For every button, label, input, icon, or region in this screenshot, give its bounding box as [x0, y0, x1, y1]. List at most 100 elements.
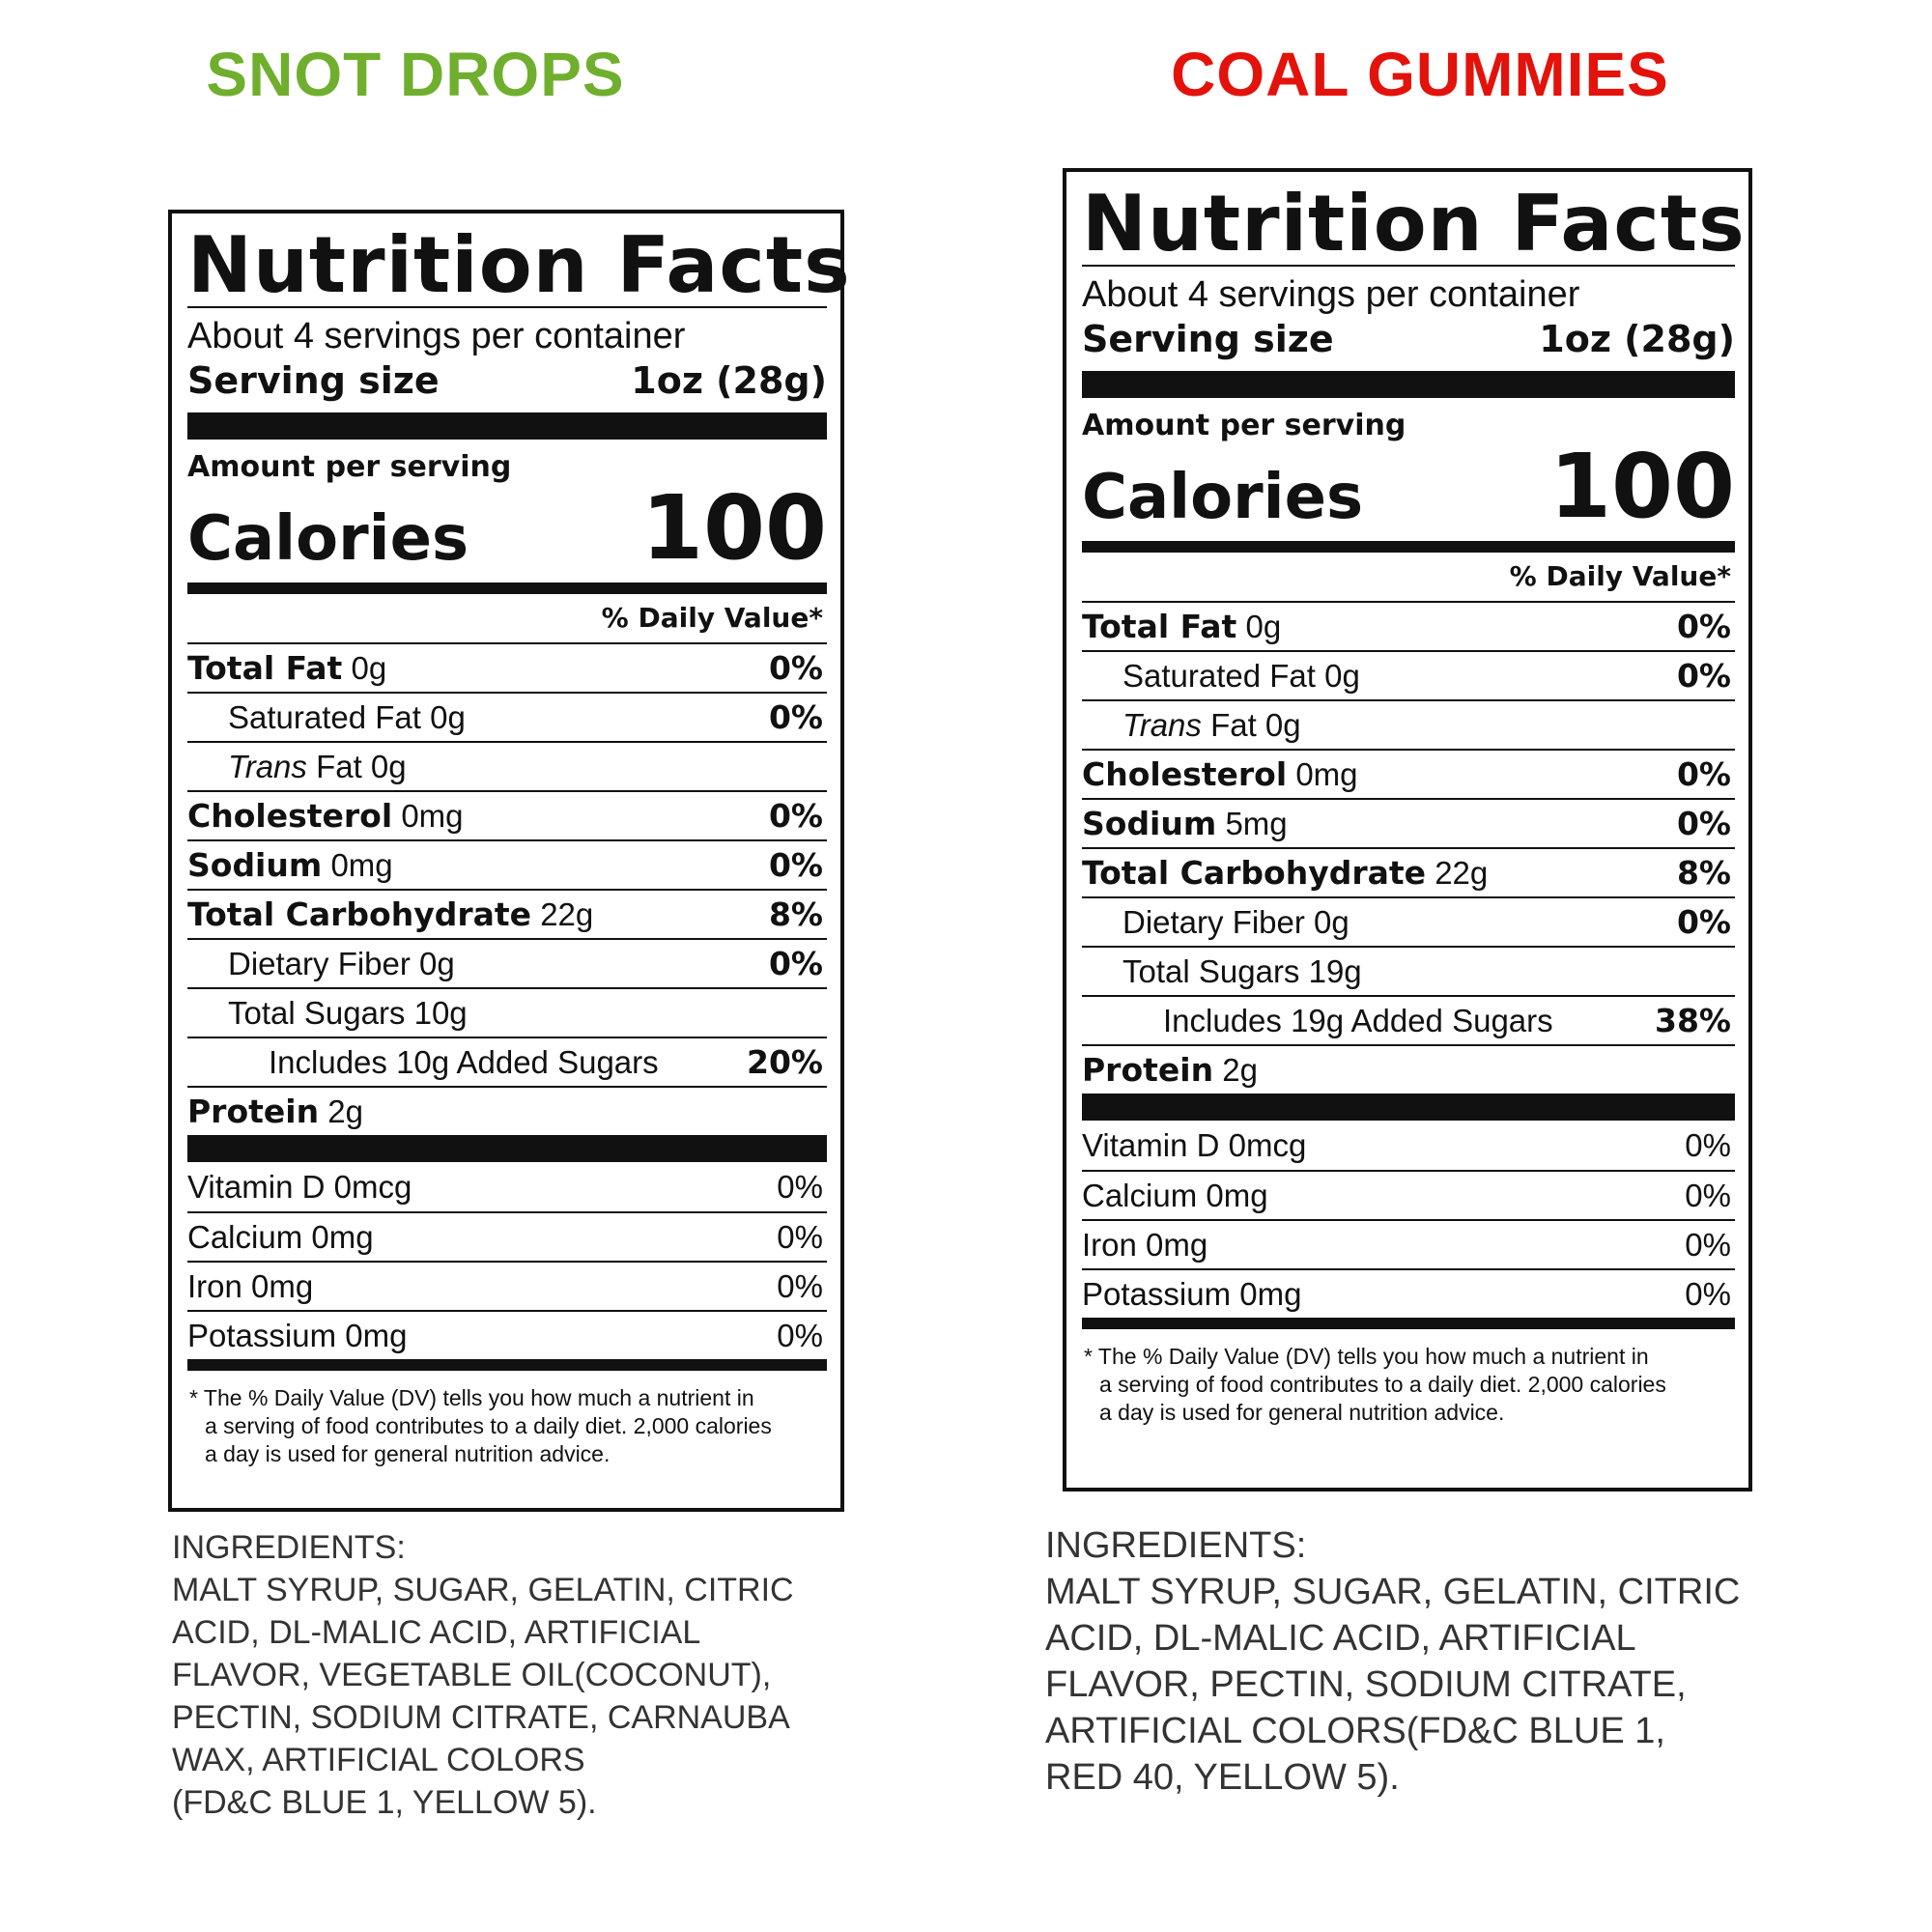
product-title-snot-drops: SNOT DROPS: [206, 40, 625, 109]
footnote-line: a day is used for general nutrition advi…: [1099, 1400, 1505, 1425]
calories-value: 100: [1548, 435, 1735, 538]
nutrient-row-saturated-fat: Saturated Fat 0g 0%: [187, 692, 827, 741]
servings-per-container: About 4 servings per container: [1082, 274, 1580, 315]
vitamin-label: Iron 0mg: [187, 1267, 314, 1304]
ingredients-line: ARTIFICIAL COLORS(FD&C BLUE 1,: [1045, 1711, 1665, 1751]
ingredients-line: MALT SYRUP, SUGAR, GELATIN, CITRIC: [172, 1572, 794, 1608]
vitamin-label: Vitamin D 0mcg: [187, 1168, 412, 1205]
nutrient-dv: 0%: [768, 698, 823, 736]
nutrient-row-total-fat: Total Fat 0g 0%: [1082, 601, 1735, 650]
ingredients-line: (FD&C BLUE 1, YELLOW 5).: [172, 1784, 597, 1821]
nutrient-dv: 0%: [1676, 903, 1731, 941]
vitamin-label: Potassium 0mg: [1082, 1275, 1302, 1312]
nutrient-row-trans-fat: Trans Fat 0g: [1082, 699, 1735, 749]
nutrient-label: Total Carbohydrate: [187, 895, 532, 933]
nutrient-label: Saturated Fat 0g: [228, 698, 466, 735]
ingredients-line: FLAVOR, PECTIN, SODIUM CITRATE,: [1045, 1664, 1687, 1705]
nutrition-label-coal-gummies: Nutrition Facts About 4 servings per con…: [1063, 168, 1752, 1492]
nutrient-row-sodium: Sodium 0mg 0%: [187, 839, 827, 889]
nutrient-label: Cholesterol: [1082, 755, 1288, 793]
nutrient-row-total-carbohydrate: Total Carbohydrate 22g 8%: [1082, 847, 1735, 896]
nutrient-label: Protein: [1082, 1051, 1214, 1089]
nutrient-dv: 0%: [768, 797, 823, 835]
thick-divider: [187, 1135, 827, 1162]
calories-value: 100: [640, 476, 827, 580]
nutrient-row-sodium: Sodium 5mg 0%: [1082, 798, 1735, 847]
nutrient-row-total-carbohydrate: Total Carbohydrate 22g 8%: [187, 889, 827, 938]
nutrient-dv: 0%: [1676, 805, 1731, 842]
calories-label: Calories: [1082, 462, 1364, 533]
amount-per-serving: Amount per serving: [1082, 409, 1406, 442]
daily-value-header: % Daily Value*: [1509, 560, 1731, 592]
medium-divider: [187, 582, 827, 594]
nutrient-amount: Fat 0g: [316, 748, 407, 784]
nutrient-label: Includes 19g Added Sugars: [1163, 1002, 1553, 1038]
nutrient-label: Dietary Fiber 0g: [1122, 903, 1350, 940]
nutrient-dv: 0%: [768, 649, 823, 687]
nutrient-dv: 8%: [1676, 854, 1731, 892]
vitamin-row-calcium: Calcium 0mg 0%: [187, 1211, 827, 1261]
vitamin-label: Vitamin D 0mcg: [1082, 1126, 1307, 1163]
nutrient-amount: 0mg: [1295, 756, 1358, 792]
vitamin-row-iron: Iron 0mg 0%: [187, 1261, 827, 1310]
ingredients-line: RED 40, YELLOW 5).: [1045, 1757, 1400, 1798]
ingredients-line: ACID, DL-MALIC ACID, ARTIFICIAL: [172, 1614, 701, 1651]
vitamin-label: Iron 0mg: [1082, 1226, 1208, 1263]
thick-divider: [1082, 1094, 1735, 1121]
nutrient-amount: 22g: [1435, 855, 1489, 891]
nutrient-row-added-sugars: Includes 19g Added Sugars 38%: [1082, 995, 1735, 1044]
nutrient-label: Trans: [1122, 706, 1202, 743]
nutrient-row-trans-fat: Trans Fat 0g: [187, 741, 827, 790]
medium-divider: [1082, 1318, 1735, 1329]
vitamin-label: Calcium 0mg: [1082, 1177, 1268, 1213]
nutrient-row-cholesterol: Cholesterol 0mg 0%: [187, 790, 827, 839]
footnote-line: a day is used for general nutrition advi…: [205, 1441, 611, 1466]
ingredients-line: MALT SYRUP, SUGAR, GELATIN, CITRIC: [1045, 1572, 1741, 1612]
nutrition-label-snot-drops: Nutrition Facts About 4 servings per con…: [168, 210, 850, 1512]
nutrition-facts-heading: Nutrition Facts: [1082, 179, 1746, 269]
nutrient-amount: 0mg: [330, 847, 393, 883]
ingredients-heading: INGREDIENTS:: [1045, 1525, 1307, 1566]
vitamin-dv: 0%: [777, 1218, 823, 1255]
servings-per-container: About 4 servings per container: [187, 316, 686, 356]
daily-value-footnote: * The % Daily Value (DV) tells you how m…: [187, 1384, 827, 1468]
nutrient-dv: 0%: [1676, 657, 1731, 695]
nutrient-label: Trans: [228, 748, 307, 784]
medium-divider: [1082, 541, 1735, 553]
nutrient-row-protein: Protein 2g: [187, 1086, 827, 1135]
footnote-line: * The % Daily Value (DV) tells you how m…: [189, 1385, 754, 1410]
nutrient-amount: 5mg: [1225, 806, 1288, 841]
vitamin-dv: 0%: [777, 1267, 823, 1304]
calories-row: Calories 100: [187, 476, 827, 580]
serving-size-label: Serving size: [1082, 318, 1334, 360]
nutrient-dv: 0%: [768, 846, 823, 884]
nutrient-amount: 0g: [351, 650, 387, 686]
nutrient-dv: 8%: [768, 895, 823, 933]
vitamin-row-vitamin-d: Vitamin D 0mcg 0%: [1082, 1121, 1735, 1170]
nutrient-amount: 0g: [1245, 609, 1282, 644]
nutrient-dv: 20%: [747, 1043, 823, 1081]
vitamin-row-calcium: Calcium 0mg 0%: [1082, 1170, 1735, 1219]
nutrient-row-total-fat: Total Fat 0g 0%: [187, 642, 827, 692]
nutrient-row-total-sugars: Total Sugars 10g: [187, 987, 827, 1037]
vitamin-dv: 0%: [1685, 1177, 1731, 1213]
nutrient-amount: Fat 0g: [1210, 706, 1301, 743]
ingredients-line: PECTIN, SODIUM CITRATE, CARNAUBA: [172, 1699, 790, 1736]
nutrient-label: Total Fat: [187, 649, 343, 687]
vitamin-dv: 0%: [1685, 1126, 1731, 1163]
serving-size-row: Serving size 1oz (28g): [187, 358, 827, 403]
nutrient-label: Cholesterol: [187, 797, 393, 835]
divider: [1082, 265, 1735, 267]
nutrient-label: Sodium: [187, 846, 323, 884]
ingredients-heading: INGREDIENTS:: [172, 1529, 406, 1566]
amount-per-serving: Amount per serving: [187, 450, 512, 484]
nutrient-amount: 22g: [540, 896, 594, 932]
nutrient-label: Total Sugars 19g: [1122, 952, 1362, 989]
nutrient-amount: 0mg: [401, 798, 464, 834]
calories-row: Calories 100: [1082, 435, 1735, 538]
ingredients-snot-drops: INGREDIENTS: MALT SYRUP, SUGAR, GELATIN,…: [172, 1526, 867, 1824]
nutrient-row-total-sugars: Total Sugars 19g: [1082, 946, 1735, 995]
serving-size-value: 1oz (28g): [1539, 318, 1735, 360]
ingredients-line: ACID, DL-MALIC ACID, ARTIFICIAL: [1045, 1618, 1636, 1659]
nutrient-row-dietary-fiber: Dietary Fiber 0g 0%: [187, 938, 827, 987]
